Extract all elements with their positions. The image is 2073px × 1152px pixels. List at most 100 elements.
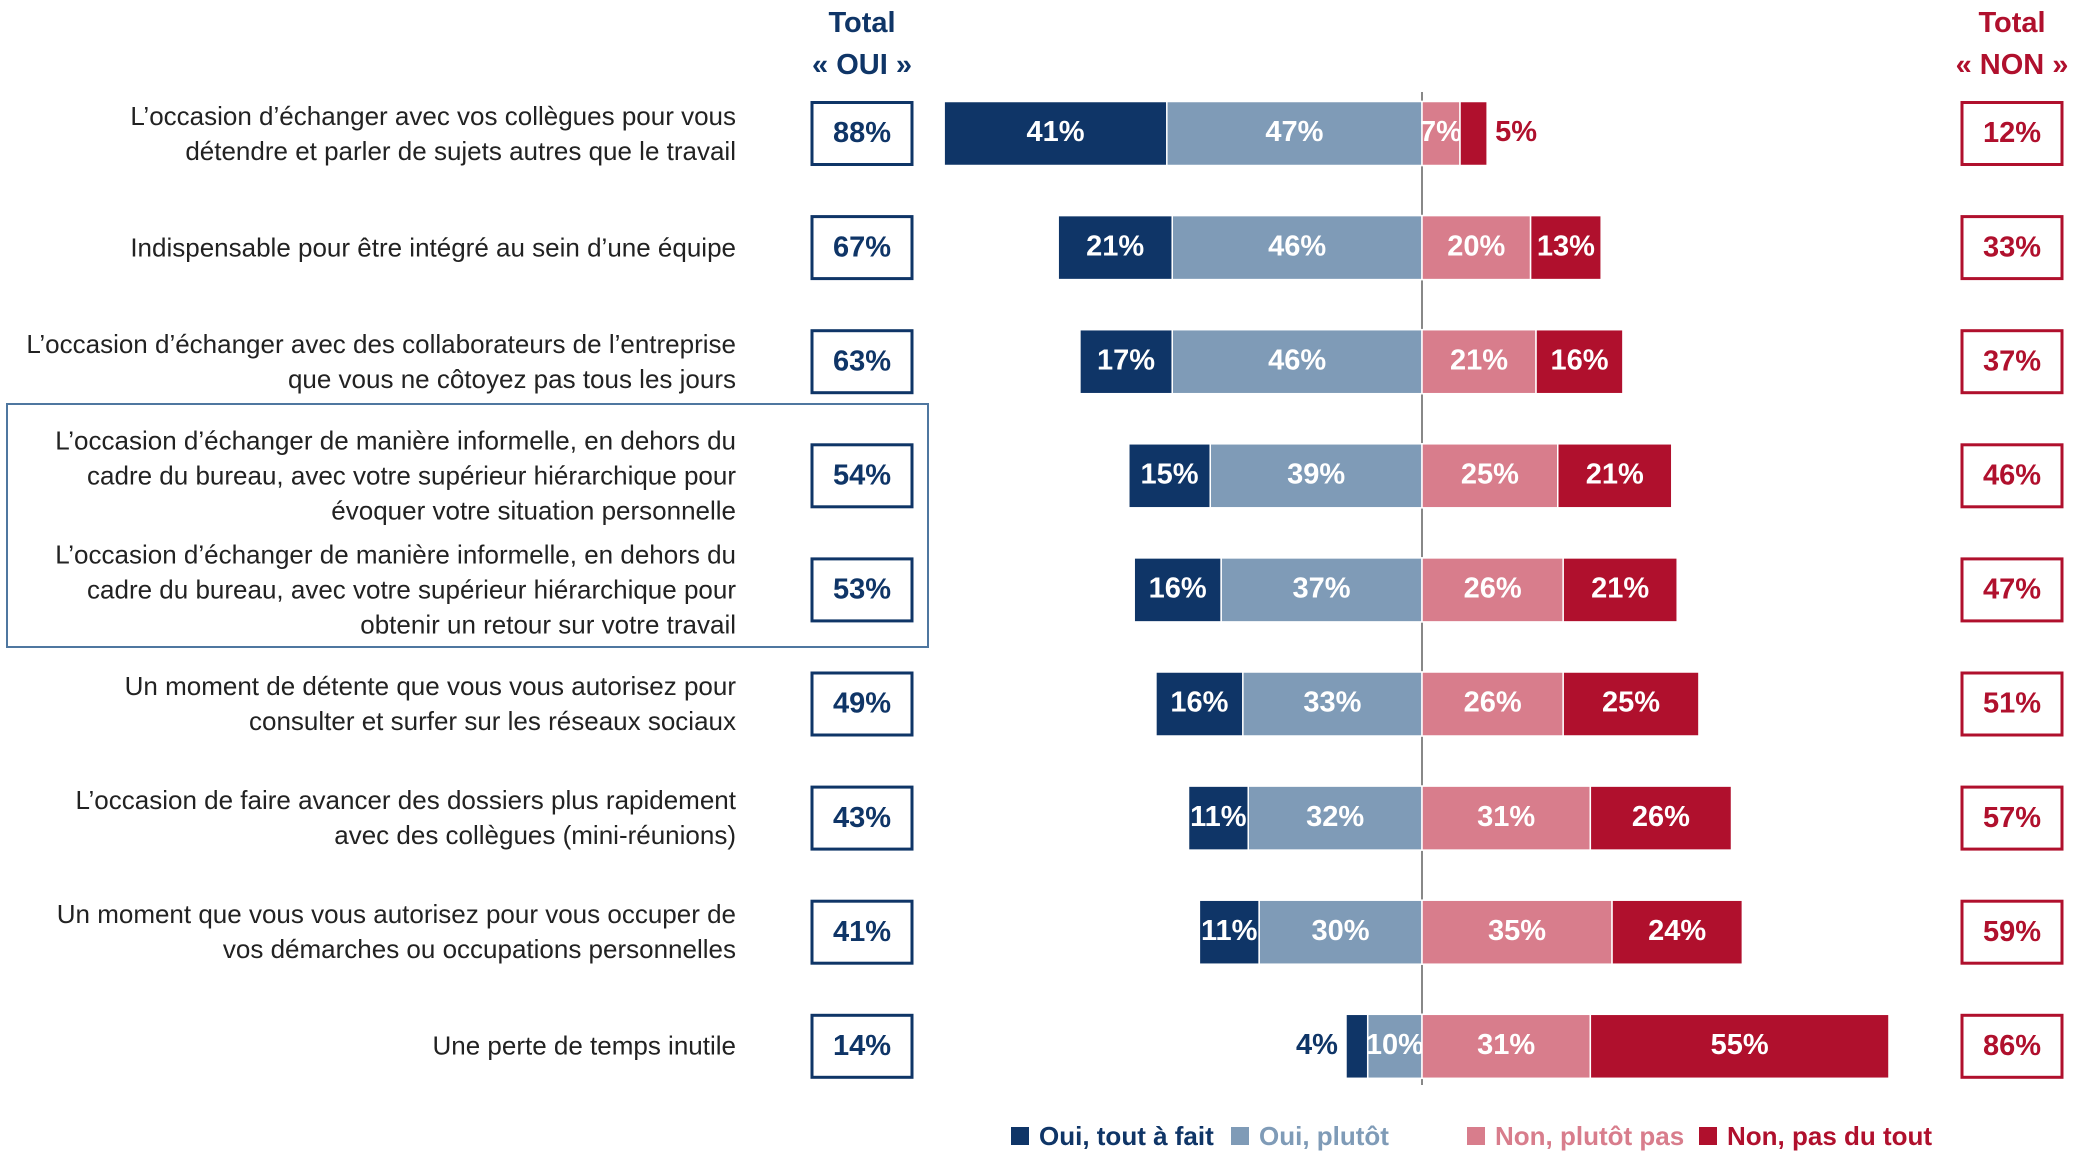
bar-segment [1459, 100, 1488, 167]
value-label: 47% [1265, 116, 1323, 148]
value-label: 55% [1711, 1029, 1769, 1061]
value-label: 37% [1293, 573, 1351, 605]
bar-segment [1421, 785, 1592, 851]
bar-segment [1535, 328, 1624, 395]
value-label: 21% [1586, 458, 1644, 490]
total-box [810, 215, 914, 281]
bar-segment [1589, 1013, 1890, 1080]
total-label: 86% [1983, 1030, 2041, 1062]
total-label: 37% [1983, 345, 2041, 377]
value-label: 26% [1464, 573, 1522, 605]
bar-segment [1421, 100, 1461, 167]
category-label: Une perte de temps inutile [432, 1030, 736, 1061]
total-label: 54% [833, 459, 891, 491]
total-box [1960, 215, 2064, 281]
value-label: 46% [1268, 230, 1326, 262]
category-label: L’occasion d’échanger avec vos collègues… [130, 100, 736, 166]
value-label: 46% [1268, 344, 1326, 376]
bar-segment [1421, 671, 1564, 737]
bar-segment [1187, 785, 1249, 851]
total-box [1960, 101, 2064, 166]
value-label: 30% [1312, 915, 1370, 947]
value-label: 32% [1306, 801, 1364, 833]
total-label: 67% [833, 231, 891, 263]
bar-segment [1421, 557, 1564, 623]
legend-swatch [1231, 1127, 1249, 1145]
total-box [810, 1013, 914, 1079]
bar-segment [1421, 214, 1532, 281]
value-label: 20% [1447, 230, 1505, 262]
value-label: 26% [1632, 801, 1690, 833]
legend-label: Non, plutôt pas [1495, 1121, 1684, 1151]
legend-swatch [1011, 1127, 1029, 1145]
value-label: 7% [1420, 116, 1462, 148]
total-label: 41% [833, 916, 891, 948]
value-label: 21% [1591, 573, 1649, 605]
bar-segment [1421, 1013, 1592, 1080]
highlight-box [6, 403, 929, 648]
value-label: 5% [1495, 116, 1537, 148]
total-label: 63% [833, 345, 891, 377]
bar-segment [1557, 443, 1673, 509]
value-label: 24% [1648, 915, 1706, 947]
legend-label: Non, pas du tout [1727, 1121, 1932, 1151]
total-box [1960, 443, 2064, 509]
total-label: 43% [833, 802, 891, 834]
category-label: L’occasion d’échanger de manière informe… [55, 539, 736, 640]
bar-segment [1128, 443, 1211, 509]
header-yes: Total « OUI » [812, 7, 912, 81]
bar-segment [1345, 1013, 1369, 1080]
value-label: 15% [1140, 458, 1198, 490]
total-box [1960, 899, 2064, 965]
bar-segment [1562, 671, 1700, 737]
value-label: 33% [1303, 687, 1361, 719]
value-label: 31% [1477, 1029, 1535, 1061]
total-label: 33% [1983, 231, 2041, 263]
legend-label: Oui, plutôt [1259, 1121, 1389, 1151]
value-label: 39% [1287, 458, 1345, 490]
value-label: 31% [1477, 801, 1535, 833]
value-label: 16% [1149, 573, 1207, 605]
value-label: 16% [1550, 344, 1608, 376]
value-label: 21% [1450, 344, 1508, 376]
value-label: 13% [1537, 230, 1595, 262]
value-label: 26% [1464, 687, 1522, 719]
total-label: 12% [1983, 117, 2041, 149]
total-box [1960, 671, 2064, 737]
value-label: 21% [1086, 230, 1144, 262]
bar-segment [1421, 899, 1613, 965]
total-box [810, 671, 914, 737]
bar-segment [1562, 557, 1678, 623]
total-box [810, 557, 914, 623]
bar-segment [1220, 557, 1423, 623]
value-label: 16% [1170, 687, 1228, 719]
total-label: 53% [833, 574, 891, 606]
total-label: 49% [833, 688, 891, 720]
total-box [810, 899, 914, 965]
value-label: 41% [1026, 116, 1084, 148]
bar-segment [1171, 214, 1423, 281]
total-box [810, 101, 914, 166]
bar-segment [1079, 328, 1173, 395]
category-label: Un moment de détente que vous vous autor… [124, 671, 736, 736]
total-box [810, 443, 914, 509]
total-label: 88% [833, 117, 891, 149]
value-label: 10% [1366, 1029, 1424, 1061]
total-box [1960, 329, 2064, 395]
value-label: 11% [1201, 915, 1258, 947]
category-label: L’occasion d’échanger avec des collabora… [26, 328, 736, 394]
bar-segment [1366, 1013, 1423, 1080]
legend-swatch [1467, 1127, 1485, 1145]
bar-segment [1258, 899, 1423, 965]
value-label: 11% [1190, 801, 1247, 833]
total-label: 46% [1983, 459, 2041, 491]
value-label: 35% [1488, 915, 1546, 947]
bar-segment [1155, 671, 1244, 737]
category-label: Un moment que vous vous autorisez pour v… [56, 899, 736, 965]
total-label: 47% [1983, 574, 2041, 606]
total-label: 51% [1983, 688, 2041, 720]
total-box [810, 785, 914, 851]
total-label: 14% [833, 1030, 891, 1062]
